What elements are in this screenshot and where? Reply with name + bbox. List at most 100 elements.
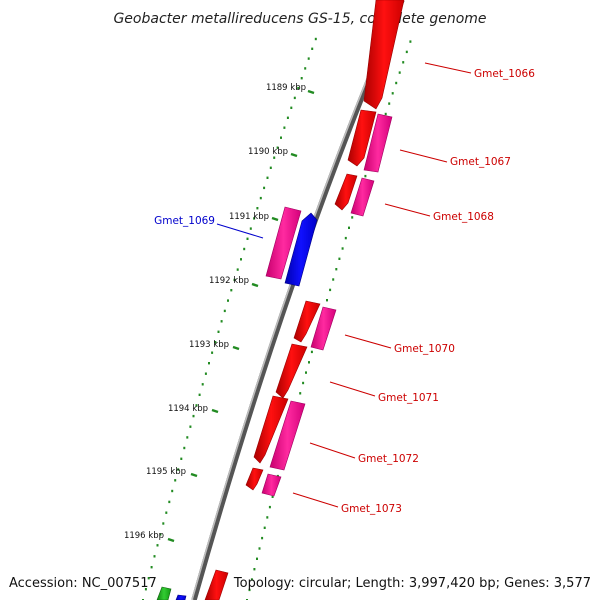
- scale-dot: [314, 37, 317, 41]
- rna-feature: [310, 306, 337, 351]
- kbp-tick-1194: 1194 kbp: [168, 404, 219, 414]
- scale-dot: [256, 557, 258, 560]
- scale-dot: [198, 393, 201, 396]
- scale-dot: [156, 544, 159, 547]
- scale-dot: [159, 533, 162, 536]
- gene-gmet-1070[interactable]: [293, 300, 337, 351]
- gene-gmet-1067[interactable]: [347, 109, 393, 173]
- scale-dot: [249, 227, 252, 230]
- gene-arrow: [334, 173, 358, 211]
- gene-label-gmet-1067[interactable]: Gmet_1067: [399, 149, 511, 168]
- gene-partial-bottom: [156, 569, 229, 600]
- scale-dot: [338, 257, 341, 260]
- gene-label-gmet-1066[interactable]: Gmet_1066: [424, 62, 535, 80]
- gene-name: Gmet_1066: [474, 68, 535, 80]
- scale-dot: [220, 320, 223, 323]
- kbp-label: 1192 kbp: [209, 276, 249, 286]
- kbp-tick-1193: 1193 kbp: [189, 340, 240, 351]
- scale-dot: [304, 67, 307, 70]
- gene-name: Gmet_1073: [341, 503, 402, 515]
- scale-dot: [283, 126, 286, 129]
- scale-dot: [269, 166, 272, 169]
- scale-dot: [405, 50, 408, 54]
- scale-dot: [246, 237, 249, 240]
- gene-arrow: [204, 569, 229, 600]
- kbp-label: 1193 kbp: [189, 340, 229, 350]
- leader-line: [399, 149, 448, 163]
- scale-dot: [192, 414, 195, 418]
- scale-dot: [348, 226, 350, 229]
- rna-feature: [261, 473, 282, 497]
- gene-gmet-1068[interactable]: [334, 173, 375, 217]
- scale-dot: [227, 299, 229, 302]
- scale-dot: [144, 588, 147, 591]
- gene-gmet-1073[interactable]: [245, 467, 282, 497]
- rna-feature: [265, 206, 302, 280]
- rna-feature: [269, 400, 306, 471]
- gene-name: Gmet_1068: [433, 211, 494, 223]
- gene-arrow: [363, 0, 405, 110]
- genome-title: Geobacter metallireducens GS-15, complet…: [113, 11, 486, 27]
- gene-arrow: [275, 343, 308, 399]
- scale-dot: [299, 392, 302, 395]
- accession-text: Accession: NC_007517: [9, 576, 157, 591]
- scale-dot: [310, 350, 313, 354]
- gene-label-gmet-1069[interactable]: Gmet_1069: [154, 215, 264, 239]
- kbp-tick-1191: 1191 kbp: [229, 212, 279, 222]
- scale-dot: [290, 106, 293, 109]
- scale-dot: [384, 112, 387, 116]
- gene-label-gmet-1071[interactable]: Gmet_1071: [329, 381, 439, 404]
- leader-line: [384, 203, 431, 217]
- gene-label-gmet-1070[interactable]: Gmet_1070: [344, 334, 455, 355]
- scale-dot: [258, 547, 261, 550]
- scale-dot: [177, 468, 180, 471]
- gene-gmet-1069[interactable]: [265, 206, 318, 287]
- kbp-tick-1195: 1195 kbp: [146, 467, 198, 478]
- trna-feature: [156, 586, 172, 600]
- scale-dot: [240, 258, 242, 261]
- gene-arrow: [253, 395, 289, 464]
- gene-name: Gmet_1069: [154, 215, 215, 227]
- scale-dot: [293, 96, 296, 100]
- gene-gmet-1066[interactable]: [363, 0, 405, 110]
- scale-dot: [268, 505, 271, 509]
- scale-dot: [308, 361, 310, 364]
- scale-dot: [253, 568, 256, 571]
- scale-dot: [302, 381, 305, 385]
- scale-dot: [180, 457, 183, 460]
- gene-gmet-1071[interactable]: [275, 343, 308, 399]
- scale-dot: [186, 436, 189, 439]
- scale-dot: [273, 156, 276, 159]
- scale-dot: [253, 217, 256, 220]
- scale-dot: [189, 425, 192, 428]
- scale-dot: [329, 288, 332, 292]
- scale-dot: [391, 92, 394, 95]
- scale-dot: [398, 71, 401, 74]
- genome-summary-text: Topology: circular; Length: 3,997,420 bp…: [233, 576, 591, 591]
- scale-dot: [168, 500, 171, 504]
- scale-dot: [271, 495, 274, 498]
- scale-dot: [364, 174, 367, 178]
- scale-dot: [263, 186, 266, 190]
- kbp-tick-1196: 1196 kbp: [124, 531, 175, 543]
- scale-dot: [280, 136, 282, 139]
- scale-dot: [266, 516, 269, 519]
- scale-dot: [326, 299, 328, 302]
- leader-line: [216, 223, 264, 239]
- scale-dot: [344, 236, 347, 240]
- kbp-label: 1194 kbp: [168, 404, 208, 414]
- gene-label-gmet-1073[interactable]: Gmet_1073: [292, 492, 402, 515]
- scale-dot: [201, 383, 204, 386]
- scale-dot: [276, 146, 279, 149]
- scale-dot: [165, 511, 168, 514]
- gene-label-gmet-1072[interactable]: Gmet_1072: [309, 442, 419, 465]
- gene-label-gmet-1068[interactable]: Gmet_1068: [384, 203, 494, 223]
- inner-scale-dots: [142, 37, 317, 600]
- gene-gmet-1072[interactable]: [253, 395, 306, 471]
- tick-mark: [232, 345, 240, 351]
- scale-dot: [388, 102, 391, 105]
- gene-name: Gmet_1071: [378, 392, 439, 404]
- scale-dot: [223, 309, 226, 313]
